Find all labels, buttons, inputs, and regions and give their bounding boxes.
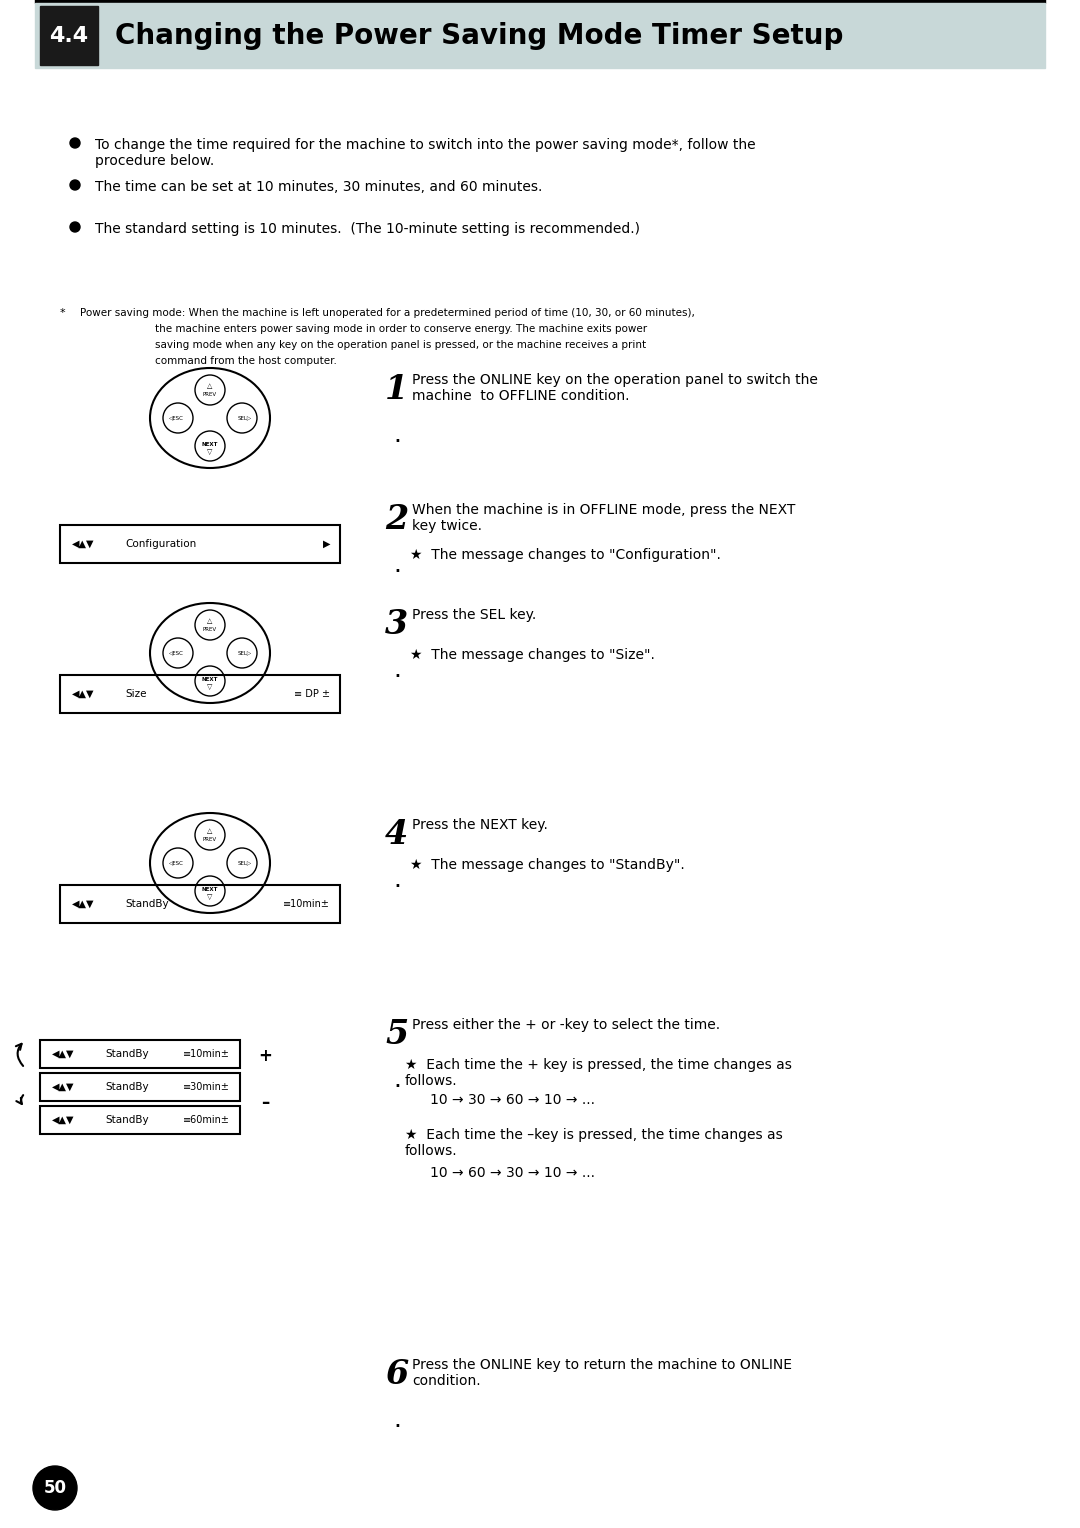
Text: ◁ESC: ◁ESC [167,860,183,865]
Text: △: △ [207,617,213,623]
Circle shape [33,1465,77,1510]
Text: Power saving mode: When the machine is left unoperated for a predetermined perio: Power saving mode: When the machine is l… [80,309,694,318]
Text: ▽: ▽ [207,449,213,455]
Text: .: . [393,1068,401,1093]
Text: 2: 2 [384,503,408,536]
Text: 3: 3 [384,608,408,642]
Text: ≡10min±: ≡10min± [283,898,330,909]
Text: ◁ESC: ◁ESC [167,416,183,420]
Text: ≡60min±: ≡60min± [184,1115,230,1125]
Text: ★  Each time the –key is pressed, the time changes as
follows.: ★ Each time the –key is pressed, the tim… [405,1128,783,1158]
Text: SEL▷: SEL▷ [238,860,252,865]
Text: ◀▲▼: ◀▲▼ [52,1082,75,1093]
Text: –: – [261,1094,269,1112]
Text: The time can be set at 10 minutes, 30 minutes, and 60 minutes.: The time can be set at 10 minutes, 30 mi… [95,180,542,194]
Text: PREV: PREV [203,391,217,396]
Text: △: △ [207,828,213,834]
Text: 50: 50 [43,1479,67,1497]
Bar [40,6,98,66]
Text: Press the ONLINE key to return the machine to ONLINE
condition.: Press the ONLINE key to return the machi… [411,1358,792,1389]
Text: SEL▷: SEL▷ [238,651,252,656]
Text: saving mode when any key on the operation panel is pressed, or the machine recei: saving mode when any key on the operatio… [156,341,646,350]
Text: ▽: ▽ [207,894,213,900]
Text: NEXT: NEXT [202,886,218,891]
Text: 4.4: 4.4 [50,26,89,46]
Circle shape [70,180,80,189]
Text: Press either the + or -key to select the time.: Press either the + or -key to select the… [411,1018,720,1031]
Text: ◀▲▼: ◀▲▼ [72,689,95,698]
Text: ◀▲▼: ◀▲▼ [52,1115,75,1125]
Text: 4: 4 [384,817,408,851]
Text: ★  The message changes to "StandBy".: ★ The message changes to "StandBy". [410,859,685,872]
Text: When the machine is in OFFLINE mode, press the NEXT
key twice.: When the machine is in OFFLINE mode, pre… [411,503,795,533]
Text: ★  Each time the + key is pressed, the time changes as
follows.: ★ Each time the + key is pressed, the ti… [405,1057,792,1088]
Text: 6: 6 [384,1358,408,1390]
Text: the machine enters power saving mode in order to conserve energy. The machine ex: the machine enters power saving mode in … [156,324,647,335]
Text: PREV: PREV [203,626,217,631]
Text: ≡30min±: ≡30min± [184,1082,230,1093]
Text: ◁ESC: ◁ESC [167,651,183,656]
Text: ≡10min±: ≡10min± [184,1050,230,1059]
Text: Size: Size [125,689,147,698]
Text: Press the ONLINE key on the operation panel to switch the
machine  to OFFLINE co: Press the ONLINE key on the operation pa… [411,373,818,403]
Text: PREV: PREV [203,836,217,842]
Text: StandBy: StandBy [125,898,168,909]
Text: +: + [258,1047,272,1065]
Text: StandBy: StandBy [105,1115,149,1125]
Text: SEL▷: SEL▷ [238,416,252,420]
Text: .: . [393,1407,401,1432]
Text: .: . [393,659,401,681]
Text: command from the host computer.: command from the host computer. [156,356,337,367]
Text: StandBy: StandBy [105,1050,149,1059]
Bar [35,3,1045,69]
Bar [35,0,1045,3]
Circle shape [70,222,80,232]
Text: △: △ [207,384,213,390]
Text: ≡ DP ±: ≡ DP ± [294,689,330,698]
Text: .: . [393,423,401,448]
Text: To change the time required for the machine to switch into the power saving mode: To change the time required for the mach… [95,138,756,168]
Text: ◀▲▼: ◀▲▼ [72,898,95,909]
Text: 10 → 60 → 30 → 10 → ...: 10 → 60 → 30 → 10 → ... [430,1166,595,1180]
Text: Press the NEXT key.: Press the NEXT key. [411,817,548,833]
Text: ★  The message changes to "Size".: ★ The message changes to "Size". [410,648,654,662]
Text: ◀▲▼: ◀▲▼ [52,1050,75,1059]
Text: ◀▲▼: ◀▲▼ [72,539,95,549]
Text: ▶: ▶ [323,539,330,549]
Text: Changing the Power Saving Mode Timer Setup: Changing the Power Saving Mode Timer Set… [114,21,843,49]
Text: ★  The message changes to "Configuration".: ★ The message changes to "Configuration"… [410,549,720,562]
Text: *: * [60,309,66,318]
Text: Configuration: Configuration [125,539,197,549]
Text: 1: 1 [384,373,408,406]
Text: 10 → 30 → 60 → 10 → ...: 10 → 30 → 60 → 10 → ... [430,1093,595,1106]
Text: .: . [393,868,401,892]
Text: StandBy: StandBy [105,1082,149,1093]
Text: Press the SEL key.: Press the SEL key. [411,608,537,622]
Text: .: . [393,553,401,578]
Text: 5: 5 [384,1018,408,1051]
Text: ▽: ▽ [207,685,213,691]
Text: NEXT: NEXT [202,677,218,681]
Circle shape [70,138,80,148]
Text: The standard setting is 10 minutes.  (The 10-minute setting is recommended.): The standard setting is 10 minutes. (The… [95,222,640,235]
Text: NEXT: NEXT [202,442,218,446]
